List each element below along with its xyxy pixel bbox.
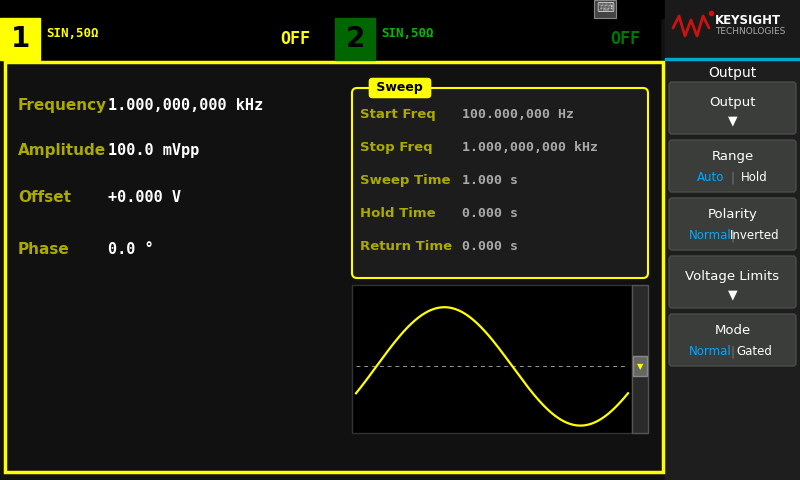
Text: Sweep Time: Sweep Time <box>360 174 450 187</box>
Text: +0.000 V: +0.000 V <box>108 190 181 205</box>
Text: KEYSIGHT: KEYSIGHT <box>715 14 781 27</box>
Text: 0.000 s: 0.000 s <box>462 207 518 220</box>
Text: Polarity: Polarity <box>707 208 758 221</box>
FancyBboxPatch shape <box>669 314 796 366</box>
Text: 1: 1 <box>10 25 30 53</box>
Text: 0.0 °: 0.0 ° <box>108 242 154 257</box>
Text: Normal: Normal <box>689 345 732 358</box>
Text: OFF: OFF <box>280 30 310 48</box>
Bar <box>0 18 40 60</box>
Bar <box>352 285 632 433</box>
Bar <box>665 0 800 480</box>
Text: ▼: ▼ <box>728 288 738 301</box>
Text: ⌨: ⌨ <box>596 2 614 15</box>
Text: Amplitude: Amplitude <box>18 143 106 158</box>
Text: |: | <box>730 345 734 358</box>
Text: 1.000,000,000 kHz: 1.000,000,000 kHz <box>108 98 263 113</box>
FancyBboxPatch shape <box>669 198 796 250</box>
Text: 2: 2 <box>346 25 365 53</box>
Text: Auto: Auto <box>697 171 724 184</box>
Text: Stop Freq: Stop Freq <box>360 141 433 154</box>
Text: TECHNOLOGIES: TECHNOLOGIES <box>715 27 786 36</box>
Text: Phase: Phase <box>18 242 70 257</box>
FancyBboxPatch shape <box>669 140 796 192</box>
Text: 100.0 mVpp: 100.0 mVpp <box>108 143 199 158</box>
Text: ▼: ▼ <box>637 362 643 371</box>
Bar <box>665 58 800 60</box>
Text: |: | <box>730 229 734 242</box>
FancyBboxPatch shape <box>669 256 796 308</box>
Text: Normal: Normal <box>689 229 732 242</box>
Bar <box>0 0 800 18</box>
Text: 0.000 s: 0.000 s <box>462 240 518 253</box>
Bar <box>665 0 800 58</box>
Text: Range: Range <box>711 150 754 163</box>
Bar <box>5 62 663 472</box>
Text: Hold: Hold <box>741 171 768 184</box>
Text: Sweep: Sweep <box>373 82 427 95</box>
Text: 1.000,000,000 kHz: 1.000,000,000 kHz <box>462 141 598 154</box>
Text: ▼: ▼ <box>728 114 738 127</box>
Bar <box>0 18 660 60</box>
Text: Return Time: Return Time <box>360 240 452 253</box>
FancyBboxPatch shape <box>669 82 796 134</box>
Bar <box>633 356 647 376</box>
Text: OFF: OFF <box>610 30 640 48</box>
Text: Output: Output <box>708 66 757 80</box>
Text: Hold Time: Hold Time <box>360 207 436 220</box>
Bar <box>335 18 375 60</box>
Text: 1.000 s: 1.000 s <box>462 174 518 187</box>
Text: Output: Output <box>710 96 756 109</box>
Text: SIN,50Ω: SIN,50Ω <box>46 27 98 40</box>
Text: Inverted: Inverted <box>730 229 779 242</box>
Text: Start Freq: Start Freq <box>360 108 436 121</box>
Bar <box>632 285 648 433</box>
Text: Mode: Mode <box>714 324 750 337</box>
Text: Frequency: Frequency <box>18 98 107 113</box>
Text: SIN,50Ω: SIN,50Ω <box>381 27 434 40</box>
Text: Gated: Gated <box>737 345 773 358</box>
Text: Voltage Limits: Voltage Limits <box>686 270 779 283</box>
Text: Offset: Offset <box>18 190 71 205</box>
FancyBboxPatch shape <box>352 88 648 278</box>
Text: 100.000,000 Hz: 100.000,000 Hz <box>462 108 574 121</box>
Text: |: | <box>730 171 734 184</box>
